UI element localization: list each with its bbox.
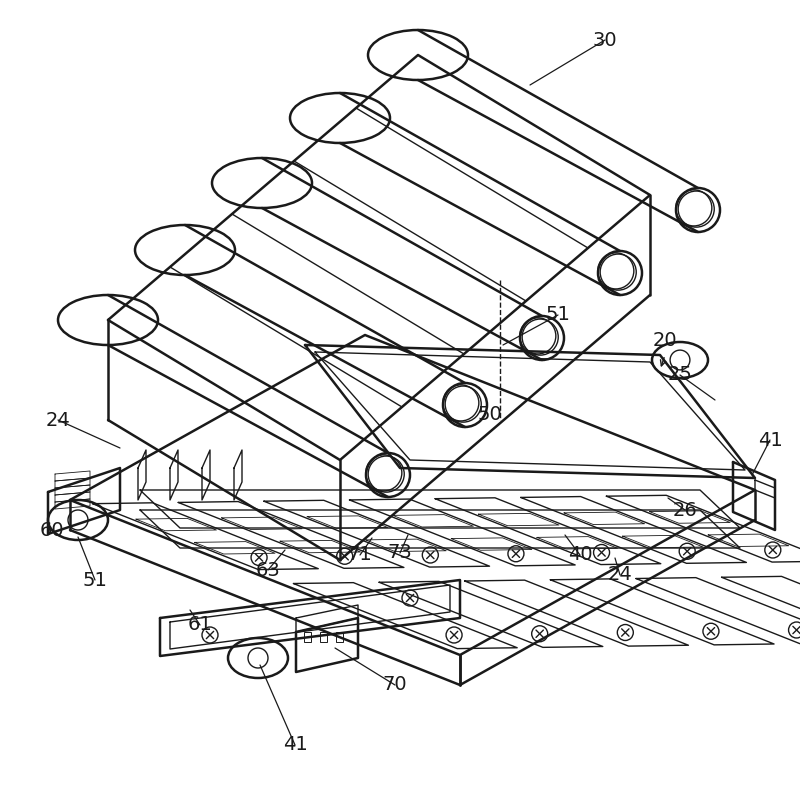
FancyBboxPatch shape [336, 632, 343, 642]
Ellipse shape [135, 225, 235, 275]
Text: 24: 24 [608, 566, 632, 584]
Text: 70: 70 [382, 675, 407, 695]
Text: 20: 20 [653, 330, 678, 350]
Circle shape [202, 627, 218, 643]
Ellipse shape [366, 453, 410, 497]
Text: 40: 40 [568, 545, 592, 565]
Ellipse shape [48, 500, 108, 540]
Circle shape [532, 625, 548, 642]
Text: 73: 73 [388, 544, 412, 562]
Circle shape [765, 542, 781, 558]
Text: 51: 51 [82, 570, 107, 590]
Circle shape [789, 622, 800, 638]
Circle shape [248, 648, 268, 668]
Circle shape [679, 543, 695, 559]
Text: 25: 25 [667, 365, 693, 385]
FancyBboxPatch shape [304, 632, 311, 642]
Ellipse shape [212, 158, 312, 208]
Text: 41: 41 [282, 735, 307, 755]
Ellipse shape [598, 251, 642, 295]
FancyBboxPatch shape [320, 632, 327, 642]
Text: 30: 30 [593, 31, 618, 49]
Circle shape [422, 547, 438, 563]
Text: 63: 63 [256, 561, 280, 579]
Text: 41: 41 [758, 431, 782, 449]
Circle shape [703, 623, 719, 639]
Text: 60: 60 [40, 520, 64, 540]
Text: 71: 71 [348, 545, 372, 565]
Ellipse shape [443, 383, 487, 427]
Circle shape [251, 549, 267, 566]
Ellipse shape [58, 295, 158, 345]
Ellipse shape [520, 316, 564, 360]
Circle shape [618, 625, 634, 641]
Circle shape [508, 545, 524, 562]
Ellipse shape [368, 30, 468, 80]
Circle shape [446, 627, 462, 643]
Text: 61: 61 [188, 616, 212, 634]
Circle shape [402, 590, 418, 606]
Circle shape [594, 545, 610, 561]
Circle shape [337, 549, 353, 564]
Text: 24: 24 [46, 410, 70, 430]
Ellipse shape [676, 188, 720, 232]
Text: 26: 26 [673, 500, 698, 520]
Ellipse shape [228, 638, 288, 678]
Text: 50: 50 [478, 406, 502, 424]
Ellipse shape [290, 93, 390, 143]
Circle shape [670, 350, 690, 370]
Circle shape [68, 510, 88, 530]
Ellipse shape [652, 342, 708, 378]
Text: 51: 51 [546, 305, 570, 325]
